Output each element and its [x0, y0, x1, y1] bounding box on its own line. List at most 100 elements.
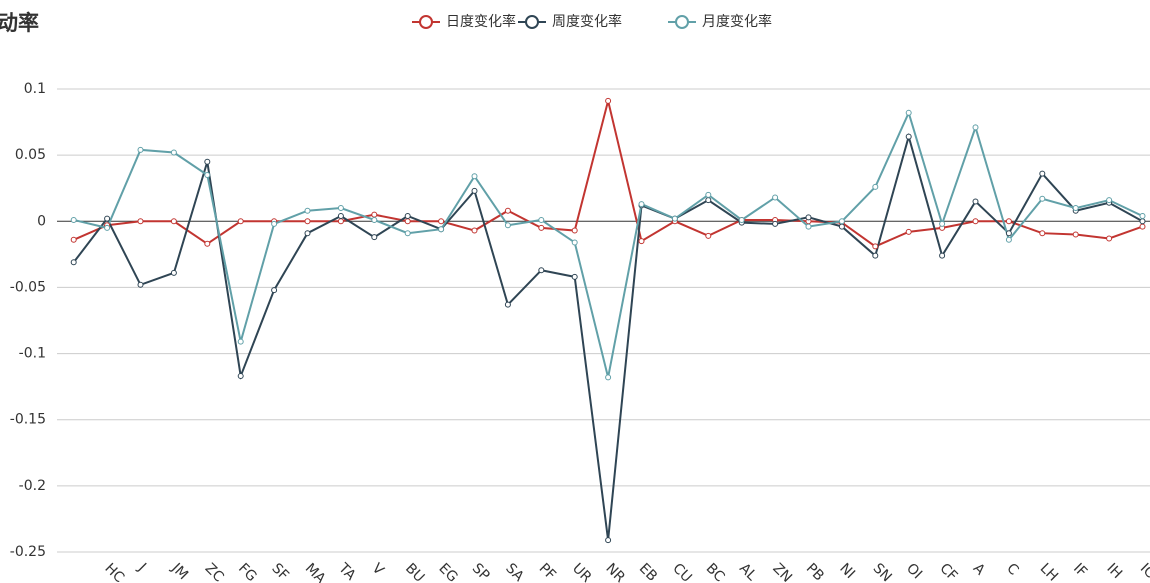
data-point [905, 228, 912, 235]
data-point [237, 218, 244, 225]
x-tick-label: EB [636, 560, 660, 583]
data-point [438, 218, 445, 225]
x-tick-label: IF [1070, 560, 1090, 580]
x-tick-label: CU [669, 560, 694, 583]
data-point [204, 240, 211, 247]
data-point [538, 216, 545, 223]
x-tick-label: IC [1137, 560, 1150, 581]
x-tick-label: ZN [769, 560, 795, 583]
data-point [772, 220, 779, 227]
x-tick-label: FG [235, 560, 260, 583]
data-point [939, 252, 946, 259]
data-point [271, 287, 278, 294]
data-point [304, 218, 311, 225]
data-point [304, 207, 311, 214]
x-tick-label: AL [736, 560, 760, 583]
data-point [237, 373, 244, 380]
data-point [237, 338, 244, 345]
data-point [170, 149, 177, 156]
data-point [538, 224, 545, 231]
data-point [371, 211, 378, 218]
y-tick-label: 0.05 [15, 147, 46, 163]
data-point [337, 212, 344, 219]
data-point [70, 236, 77, 243]
x-tick-label: PB [803, 560, 827, 583]
data-point [70, 216, 77, 223]
data-point [204, 158, 211, 165]
data-point [504, 301, 511, 308]
x-tick-label: LH [1037, 560, 1061, 583]
data-point [404, 218, 411, 225]
x-tick-label: SN [870, 560, 895, 583]
data-point [371, 216, 378, 223]
data-point [170, 218, 177, 225]
data-point [1005, 236, 1012, 243]
data-point [371, 234, 378, 241]
data-point [972, 218, 979, 225]
y-tick-label: -0.1 [19, 346, 46, 362]
data-point [137, 146, 144, 153]
data-point [471, 227, 478, 234]
data-point [1139, 223, 1146, 230]
x-tick-label: C [1003, 560, 1021, 578]
x-tick-label: UR [569, 560, 595, 583]
x-tick-label: J [134, 560, 149, 575]
data-point [70, 259, 77, 266]
legend-icon-marker [675, 15, 689, 29]
x-tick-label: ZC [202, 560, 227, 583]
data-point [1039, 195, 1046, 202]
x-tick-label: NR [602, 560, 628, 583]
data-point [705, 232, 712, 239]
data-point [805, 223, 812, 230]
y-tick-label: -0.15 [10, 412, 46, 428]
x-tick-label: TA [335, 560, 359, 583]
data-point [1106, 235, 1113, 242]
data-point [170, 269, 177, 276]
data-point [204, 171, 211, 178]
x-tick-label: JM [168, 560, 191, 583]
data-point [571, 227, 578, 234]
data-point [738, 216, 745, 223]
data-point [972, 124, 979, 131]
x-tick-label: OI [903, 560, 925, 582]
data-point [271, 220, 278, 227]
data-point [471, 187, 478, 194]
data-point [1106, 197, 1113, 204]
data-point [104, 215, 111, 222]
x-tick-label: SP [469, 560, 493, 583]
x-tick-label: BC [703, 560, 728, 583]
data-point [504, 207, 511, 214]
data-point [1072, 205, 1079, 212]
data-point [638, 201, 645, 208]
data-point [705, 191, 712, 198]
data-point [404, 230, 411, 237]
data-point [838, 223, 845, 230]
legend-icon-marker [525, 15, 539, 29]
data-point [571, 239, 578, 246]
data-point [905, 133, 912, 140]
series-line [72, 132, 1143, 541]
data-point [605, 537, 612, 544]
data-point [404, 212, 411, 219]
data-point [104, 224, 111, 231]
chart-title: 动率 [0, 11, 39, 35]
data-point [838, 218, 845, 225]
data-point [1039, 230, 1046, 237]
data-point [337, 205, 344, 212]
data-point [939, 220, 946, 227]
data-point [772, 194, 779, 201]
data-point [872, 252, 879, 259]
data-point [1005, 230, 1012, 237]
data-point [805, 214, 812, 221]
data-point [1005, 218, 1012, 225]
data-point [872, 243, 879, 250]
x-tick-label: CF [936, 560, 960, 583]
x-tick-label: V [369, 560, 387, 578]
data-point [471, 173, 478, 180]
x-tick-label: EG [435, 560, 460, 583]
y-tick-label: 0.1 [24, 81, 46, 97]
data-point [1139, 218, 1146, 225]
data-point [705, 197, 712, 204]
data-point [137, 218, 144, 225]
